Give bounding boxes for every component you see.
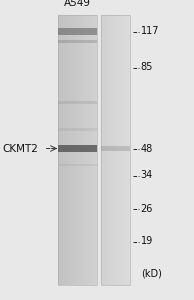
Bar (80, 15, 81, 285)
Bar (67, 15, 68, 285)
Bar (101, 15, 130, 285)
Bar (72, 15, 74, 285)
Bar (92, 15, 93, 285)
Bar (107, 15, 108, 285)
Bar (81, 15, 83, 285)
Bar (129, 15, 130, 285)
Bar (83, 15, 84, 285)
Bar (63, 15, 65, 285)
Bar (110, 15, 111, 285)
Text: 48: 48 (141, 143, 153, 154)
Bar (70, 15, 71, 285)
Bar (74, 15, 75, 285)
Bar (114, 15, 115, 285)
Text: (kD): (kD) (141, 268, 162, 278)
Bar (117, 15, 118, 285)
Text: CKMT2: CKMT2 (2, 143, 38, 154)
Bar (58, 28, 97, 34)
Bar (85, 15, 87, 285)
Bar (62, 15, 63, 285)
Bar (58, 100, 97, 103)
Text: 117: 117 (141, 26, 159, 37)
Bar (84, 15, 85, 285)
Bar (91, 15, 92, 285)
Text: 85: 85 (141, 62, 153, 73)
Bar (119, 15, 120, 285)
Bar (108, 15, 109, 285)
Bar (58, 164, 97, 166)
Bar (61, 15, 62, 285)
Bar (58, 15, 97, 285)
Bar (118, 15, 119, 285)
Bar (58, 145, 97, 152)
Bar (66, 15, 67, 285)
Bar (125, 15, 126, 285)
Bar (89, 15, 91, 285)
Bar (115, 15, 116, 285)
Bar (121, 15, 122, 285)
Bar (78, 15, 79, 285)
Bar (101, 15, 102, 285)
Bar (101, 146, 130, 151)
Bar (88, 15, 89, 285)
Bar (124, 15, 125, 285)
Bar (65, 15, 66, 285)
Bar (126, 15, 127, 285)
Bar (94, 15, 96, 285)
Bar (116, 15, 117, 285)
Bar (68, 15, 70, 285)
Bar (128, 15, 129, 285)
Text: 19: 19 (141, 236, 153, 247)
Bar (104, 15, 105, 285)
Bar (105, 15, 106, 285)
Bar (113, 15, 114, 285)
Bar (122, 15, 123, 285)
Bar (58, 40, 97, 43)
Bar (75, 15, 76, 285)
Bar (112, 15, 113, 285)
Bar (102, 15, 103, 285)
Bar (111, 15, 112, 285)
Bar (109, 15, 110, 285)
Bar (103, 15, 104, 285)
Bar (123, 15, 124, 285)
Text: A549: A549 (64, 0, 91, 8)
Bar (96, 15, 97, 285)
Text: 34: 34 (141, 170, 153, 181)
Text: 26: 26 (141, 203, 153, 214)
Bar (60, 15, 61, 285)
Bar (58, 128, 97, 131)
Bar (93, 15, 94, 285)
Bar (127, 15, 128, 285)
Bar (76, 15, 78, 285)
Bar (71, 15, 72, 285)
Bar (79, 15, 80, 285)
Bar (87, 15, 88, 285)
Bar (106, 15, 107, 285)
Bar (120, 15, 121, 285)
Bar (58, 15, 60, 285)
